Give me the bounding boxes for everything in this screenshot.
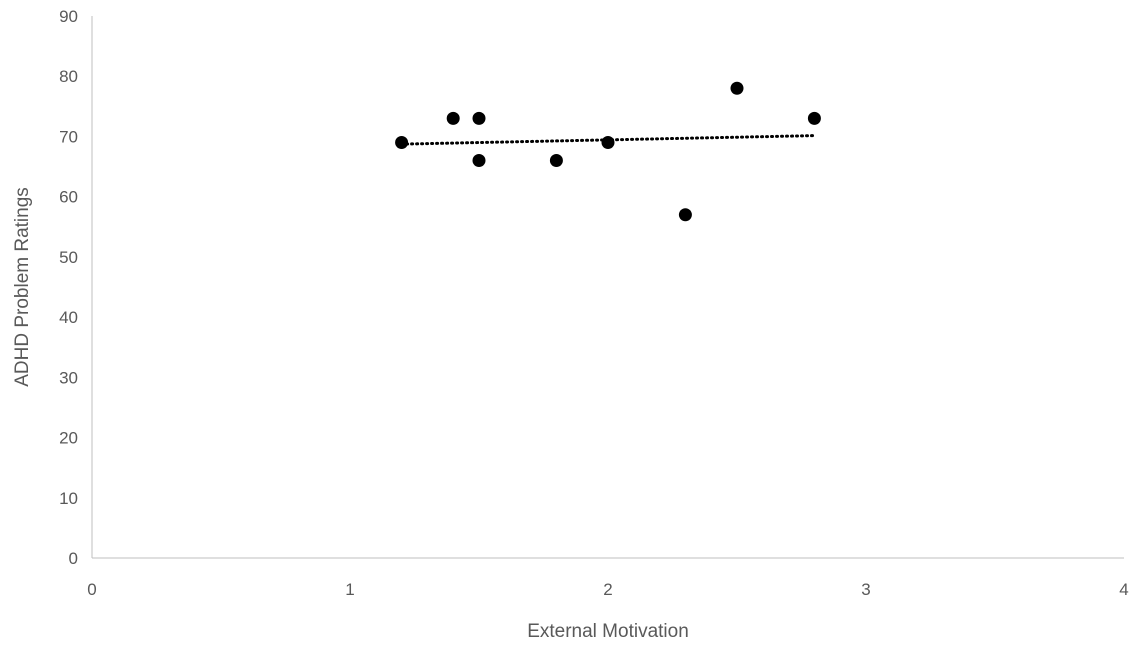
y-axis-title: ADHD Problem Ratings <box>12 187 33 387</box>
y-tick-label: 90 <box>59 7 78 26</box>
data-point <box>730 81 744 95</box>
x-tick-label: 2 <box>603 580 612 599</box>
data-point <box>549 154 563 168</box>
data-point <box>807 111 821 125</box>
data-points <box>395 81 821 222</box>
y-tick-label: 80 <box>59 67 78 86</box>
data-point <box>395 135 409 149</box>
y-axis-tick-labels: 0 10 20 30 40 50 60 70 80 90 <box>59 7 78 568</box>
data-point <box>446 111 460 125</box>
y-tick-label: 70 <box>59 127 78 146</box>
data-point <box>472 111 486 125</box>
x-tick-label: 0 <box>87 580 96 599</box>
y-tick-label: 60 <box>59 188 78 207</box>
y-tick-label: 20 <box>59 429 78 448</box>
x-tick-label: 3 <box>861 580 870 599</box>
x-axis-title: External Motivation <box>527 621 689 642</box>
data-point <box>601 135 615 149</box>
y-tick-label: 30 <box>59 368 78 387</box>
y-tick-label: 10 <box>59 489 78 508</box>
data-point <box>472 154 486 168</box>
x-axis-tick-labels: 0 1 2 3 4 <box>87 580 1128 599</box>
y-tick-label: 50 <box>59 248 78 267</box>
data-point <box>678 208 692 222</box>
y-tick-label: 0 <box>69 549 78 568</box>
x-tick-label: 1 <box>345 580 354 599</box>
y-tick-label: 40 <box>59 308 78 327</box>
x-tick-label: 4 <box>1119 580 1128 599</box>
